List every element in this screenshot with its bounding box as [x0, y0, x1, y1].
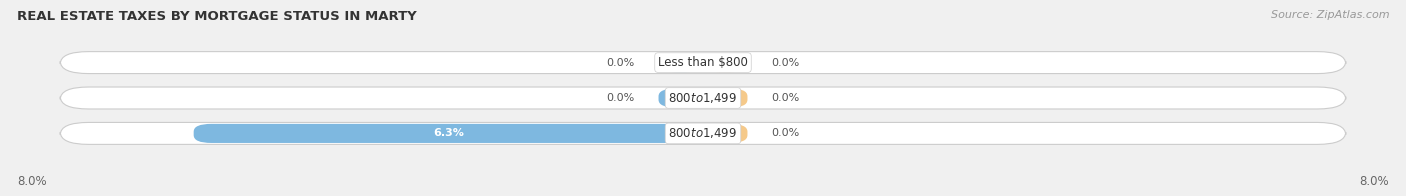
- Text: $800 to $1,499: $800 to $1,499: [668, 126, 738, 140]
- FancyBboxPatch shape: [658, 53, 703, 72]
- FancyBboxPatch shape: [60, 122, 1346, 144]
- FancyBboxPatch shape: [703, 88, 748, 108]
- FancyBboxPatch shape: [60, 52, 1346, 74]
- Text: 0.0%: 0.0%: [606, 93, 634, 103]
- FancyBboxPatch shape: [658, 88, 703, 108]
- FancyBboxPatch shape: [194, 124, 703, 143]
- Text: Source: ZipAtlas.com: Source: ZipAtlas.com: [1271, 10, 1389, 20]
- Legend: Without Mortgage, With Mortgage: Without Mortgage, With Mortgage: [581, 193, 825, 196]
- Text: 6.3%: 6.3%: [433, 128, 464, 138]
- Text: 0.0%: 0.0%: [772, 58, 800, 68]
- Text: 0.0%: 0.0%: [606, 58, 634, 68]
- Text: 0.0%: 0.0%: [772, 128, 800, 138]
- FancyBboxPatch shape: [703, 53, 748, 72]
- Text: Less than $800: Less than $800: [658, 56, 748, 69]
- Text: 0.0%: 0.0%: [772, 93, 800, 103]
- Text: REAL ESTATE TAXES BY MORTGAGE STATUS IN MARTY: REAL ESTATE TAXES BY MORTGAGE STATUS IN …: [17, 10, 416, 23]
- FancyBboxPatch shape: [60, 87, 1346, 109]
- Text: 8.0%: 8.0%: [17, 175, 46, 188]
- FancyBboxPatch shape: [703, 124, 748, 143]
- Text: 8.0%: 8.0%: [1360, 175, 1389, 188]
- Text: $800 to $1,499: $800 to $1,499: [668, 91, 738, 105]
